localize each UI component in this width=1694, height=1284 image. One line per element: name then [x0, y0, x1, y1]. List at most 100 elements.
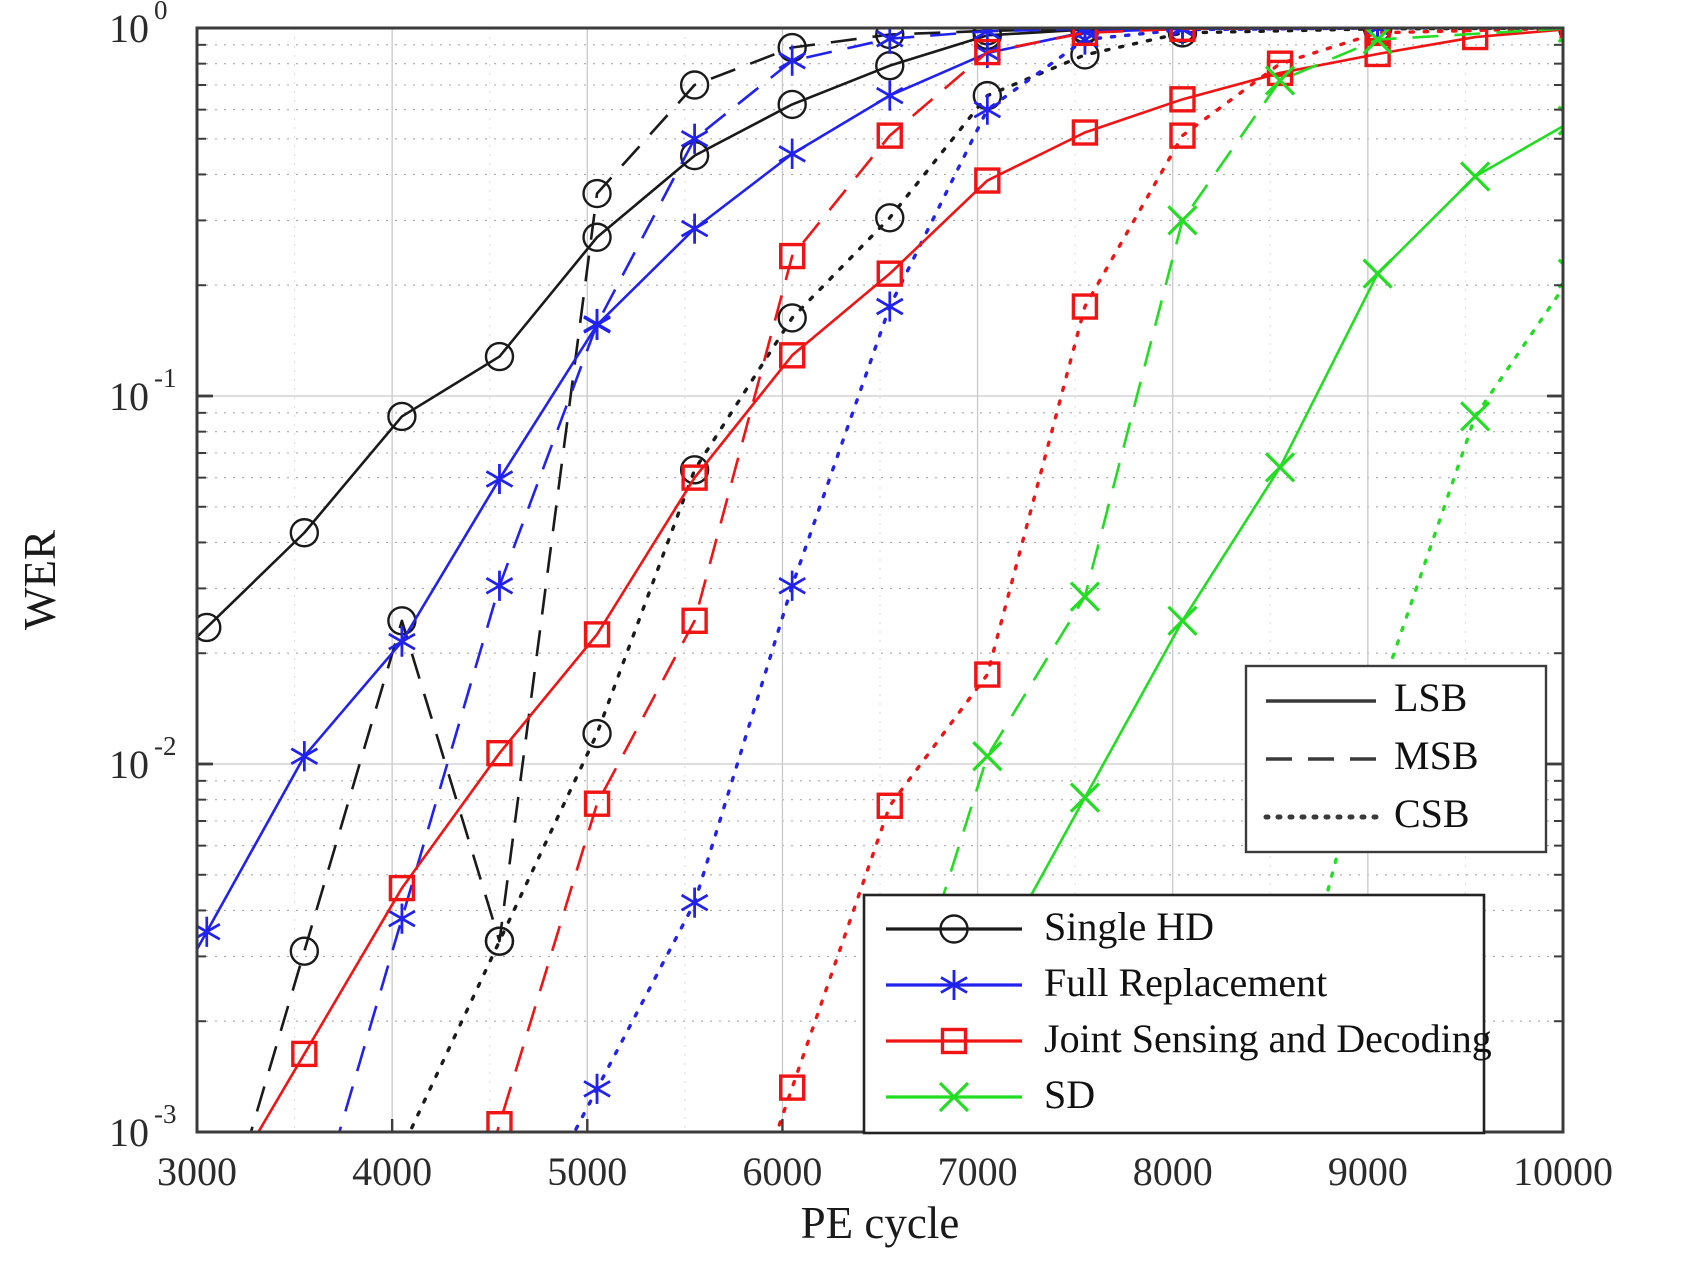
marker-square [778, 342, 806, 369]
marker-circle [582, 178, 612, 209]
marker-square [1559, 28, 1563, 42]
series-single-hd-csb [407, 28, 1563, 1132]
x-tick-label: 6000 [742, 1149, 822, 1194]
y-axis-title: WER [15, 530, 65, 630]
marker-square [1071, 293, 1099, 320]
marker-cross-arm [972, 741, 1003, 772]
marker-square [1071, 28, 1099, 47]
x-axis-title: PE cycle [801, 1198, 960, 1248]
x-tick-label: 8000 [1133, 1149, 1213, 1194]
legend-series-label: Full Replacement [1044, 960, 1327, 1005]
y-tick-label-exponent: -2 [154, 731, 177, 761]
series-line [775, 28, 1563, 1132]
marker-cross-arm [1362, 28, 1392, 55]
series-line [1262, 284, 1563, 1132]
marker-square [1169, 122, 1196, 149]
y-tick-label-base: 10 [109, 1110, 149, 1155]
marker-cross-arm [1069, 782, 1101, 813]
marker-circle [484, 926, 515, 956]
marker-square [778, 242, 806, 270]
marker-asterisk-arm [290, 747, 318, 765]
marker-asterisk-arm [485, 470, 514, 488]
marker-square [486, 739, 513, 767]
marker-asterisk-arm [876, 30, 904, 48]
x-tick-label: 9000 [1328, 1149, 1408, 1194]
x-tick-label: 4000 [352, 1149, 432, 1194]
legend-series: Single HD Full Replacement Joint Sensing a… [862, 893, 1492, 1135]
marker-square [1071, 119, 1099, 146]
y-tick-label-base: 10 [109, 6, 149, 51]
marker-circle [679, 70, 710, 100]
marker-square [583, 621, 611, 648]
marker-asterisk-arm [778, 52, 806, 70]
series-line [407, 28, 1563, 1132]
marker-circle [387, 401, 417, 432]
series-sd-lsb [899, 105, 1563, 1132]
marker-circle [1167, 28, 1198, 48]
marker-square [1461, 28, 1489, 51]
marker-square [778, 1074, 806, 1101]
y-tick-label-base: 10 [109, 742, 149, 787]
marker-asterisk-arm [680, 894, 709, 912]
marker-square [1364, 28, 1391, 47]
series-joint-sensing-and-decoding-csb [775, 28, 1563, 1132]
marker-square [940, 1027, 968, 1055]
marker-circle [289, 518, 320, 548]
marker-cross-arm [938, 1081, 970, 1113]
marker-square [974, 661, 1001, 688]
marker-asterisk-arm [388, 910, 416, 928]
marker-asterisk-arm [778, 577, 806, 595]
marker-circle [875, 203, 905, 233]
marker-asterisk-arm [583, 315, 611, 333]
marker-asterisk-arm [876, 297, 904, 316]
marker-cross-arm [1362, 258, 1393, 289]
marker-square [876, 122, 903, 149]
x-tick-label: 5000 [547, 1149, 627, 1194]
marker-asterisk-arm [680, 219, 709, 238]
marker-circle [197, 612, 222, 643]
legend-linestyle: LSB MSB CSB [1244, 664, 1548, 854]
legend-series-label: Joint Sensing and Decoding [1044, 1016, 1492, 1061]
legend-linestyle-label: CSB [1394, 791, 1470, 836]
series-line [256, 28, 1563, 1132]
marker-square [388, 874, 416, 902]
marker-circle [484, 341, 515, 372]
marker-square [974, 38, 1001, 66]
marker-asterisk-arm [973, 101, 1001, 119]
marker-circle [289, 936, 320, 966]
x-tick-label: 3000 [157, 1149, 237, 1194]
marker-square [1559, 28, 1563, 43]
marker-cross-arm [1460, 401, 1491, 432]
marker-asterisk-arm [778, 145, 806, 163]
legend-series-label: Single HD [1044, 904, 1214, 949]
marker-square [1364, 40, 1391, 68]
marker-square [681, 607, 708, 634]
marker-circle [582, 222, 612, 252]
series-joint-sensing-and-decoding-lsb [256, 28, 1563, 1132]
marker-square [681, 464, 708, 491]
marker-asterisk-arm [485, 577, 514, 595]
marker-asterisk-arm [680, 130, 709, 148]
marker-square [291, 1040, 318, 1068]
marker-square [876, 260, 903, 287]
marker-cross-arm [1264, 452, 1296, 483]
x-tick-label: 10000 [1513, 1149, 1613, 1194]
y-tick-label-exponent: -1 [154, 363, 177, 393]
marker-asterisk-arm [876, 86, 904, 105]
marker-cross-arm [1264, 65, 1296, 96]
marker-circle [582, 718, 612, 749]
marker-asterisk-arm [979, 28, 1001, 40]
legend-linestyle-label: LSB [1394, 675, 1467, 720]
marker-square [974, 167, 1001, 194]
marker-square [486, 1111, 513, 1132]
marker-cross-arm [1460, 161, 1491, 192]
marker-square [1559, 28, 1563, 42]
legend-series-label: SD [1044, 1072, 1095, 1117]
marker-cross-arm [1167, 605, 1198, 636]
legend-linestyle-box [1244, 664, 1548, 854]
y-tick-label-exponent: 0 [154, 0, 168, 25]
